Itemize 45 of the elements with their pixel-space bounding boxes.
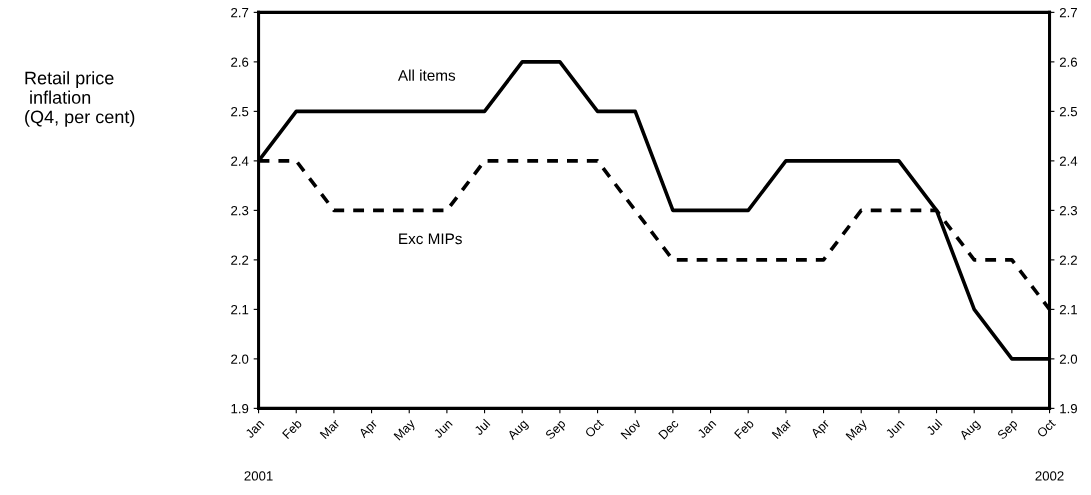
y-tick-label: 2.0 [231,354,249,364]
x-tick-label: Mar [771,418,793,440]
y-tick-label: 1.9 [231,403,249,414]
y2-tick-label: 2.5 [1059,106,1078,117]
x-tick-label: Feb [281,418,303,440]
text: 2001 [244,471,273,481]
x-tick-label: Jan [696,418,717,439]
x-tick-label: Nov [620,418,642,440]
y-tick-label: 2.6 [231,57,249,67]
text: 2002 [1035,471,1064,481]
x-tick-label: Dec [658,418,680,440]
x-tick-label: Sep [996,418,1020,442]
x-tick-label: Jun [885,418,905,439]
x-tick-label: Jan [244,418,265,439]
y2-tick-label: 2.7 [1059,7,1077,18]
x-tick-label: May [845,418,870,443]
x-tick-label: Jul [473,418,491,436]
x-tick-label: Oct [584,418,604,438]
y-tick-label: 2.2 [231,255,249,265]
x-tick-label: Apr [358,418,380,441]
y2-tick-label: 2.1 [1059,304,1077,315]
y-tick-label: 2.7 [231,7,249,18]
y2-tick-label: 1.9 [1060,403,1077,414]
y-tick-label: 2.5 [231,106,249,117]
y2-tick-label: 2.6 [1059,57,1078,67]
text: Retail price inflation (Q4, per cent) [25,71,135,127]
x-tick-label: Aug [958,418,982,443]
x-tick-label: Apr [810,418,832,441]
y2-tick-label: 2.2 [1059,255,1077,265]
y-tick-label: 2.4 [231,156,249,166]
x-tick-label: May [393,418,418,443]
y2-tick-label: 2.0 [1059,354,1078,364]
x-tick-label: Jun [433,418,453,439]
y2-tick-label: 2.3 [1059,205,1078,216]
y-tick-label: 2.3 [231,205,249,216]
x-tick-label: Feb [733,418,755,440]
y2-tick-label: 2.4 [1059,156,1078,166]
series-label: All items [397,69,456,81]
x-tick-label: Jul [925,418,943,436]
x-tick-label: Oct [1036,418,1056,438]
x-tick-label: Aug [506,418,530,443]
series-label: Exc MIPs [399,233,462,245]
y-tick-label: 2.1 [231,304,249,315]
x-tick-label: Mar [319,418,341,440]
x-tick-label: Sep [544,418,568,442]
